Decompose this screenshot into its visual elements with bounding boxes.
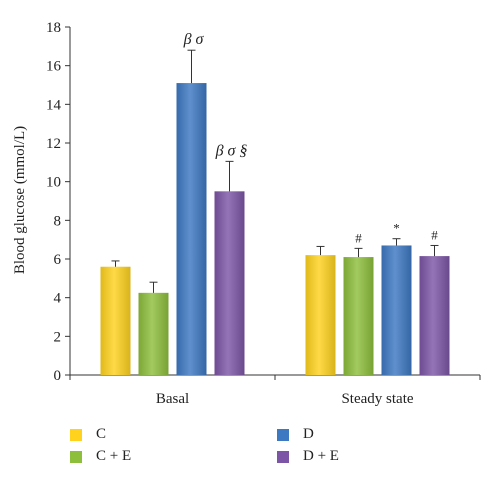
y-tick-label: 16 bbox=[46, 59, 62, 75]
bar-d-plus-e-steady-state bbox=[419, 256, 450, 375]
y-tick-label: 18 bbox=[46, 20, 61, 36]
bar-c-steady-state bbox=[305, 255, 336, 375]
error-bar-c-basal bbox=[111, 260, 120, 267]
bar-c-plus-e-steady-state bbox=[343, 257, 374, 375]
y-tick-label: 2 bbox=[54, 329, 62, 345]
bar-d-plus-e-basal bbox=[214, 191, 245, 375]
annotation-d-steady-state: * bbox=[393, 221, 400, 236]
y-tick-label: 6 bbox=[54, 252, 62, 268]
y-tick-label: 14 bbox=[46, 97, 62, 113]
bars-group: β σ β σ § # * # bbox=[100, 31, 450, 376]
bar-c-plus-e-basal bbox=[138, 292, 169, 375]
annotation-d-plus-e-basal: β σ § bbox=[215, 142, 248, 159]
bar-d-steady-state bbox=[381, 245, 412, 375]
y-tick-label: 8 bbox=[54, 213, 62, 229]
error-bar-d-steady-state bbox=[392, 238, 401, 246]
x-category-label-steady-state: Steady state bbox=[341, 391, 413, 407]
error-bar-c-plus-e-steady-state bbox=[354, 247, 363, 258]
bar-d-basal bbox=[176, 83, 207, 376]
error-bar-d-plus-e-steady-state bbox=[430, 244, 439, 257]
y-tick-label: 4 bbox=[54, 291, 62, 307]
x-category-label-basal: Basal bbox=[156, 391, 189, 407]
error-bar-d-basal bbox=[187, 49, 196, 84]
axes: 0 2 4 6 8 10 12 14 16 18 Basal Steady state bbox=[46, 20, 481, 407]
error-bar-d-plus-e-basal bbox=[225, 160, 234, 192]
y-tick-label: 10 bbox=[46, 175, 61, 191]
annotation-d-basal: β σ bbox=[183, 31, 205, 48]
error-bar-c-plus-e-basal bbox=[149, 281, 158, 293]
y-tick-label: 12 bbox=[46, 136, 61, 152]
y-axis-label: Blood glucose (mmol/L) bbox=[12, 126, 28, 274]
annotation-c-plus-e-steady-state: # bbox=[355, 230, 362, 245]
bar-c-basal bbox=[100, 266, 131, 375]
annotation-d-plus-e-steady-state: # bbox=[431, 227, 438, 242]
y-tick-label: 0 bbox=[54, 368, 62, 384]
error-bar-c-steady-state bbox=[316, 245, 325, 256]
